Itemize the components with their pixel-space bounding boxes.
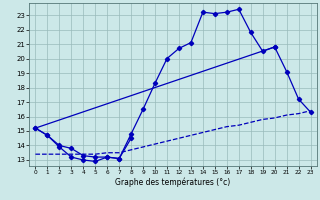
X-axis label: Graphe des températures (°c): Graphe des températures (°c) <box>115 177 231 187</box>
